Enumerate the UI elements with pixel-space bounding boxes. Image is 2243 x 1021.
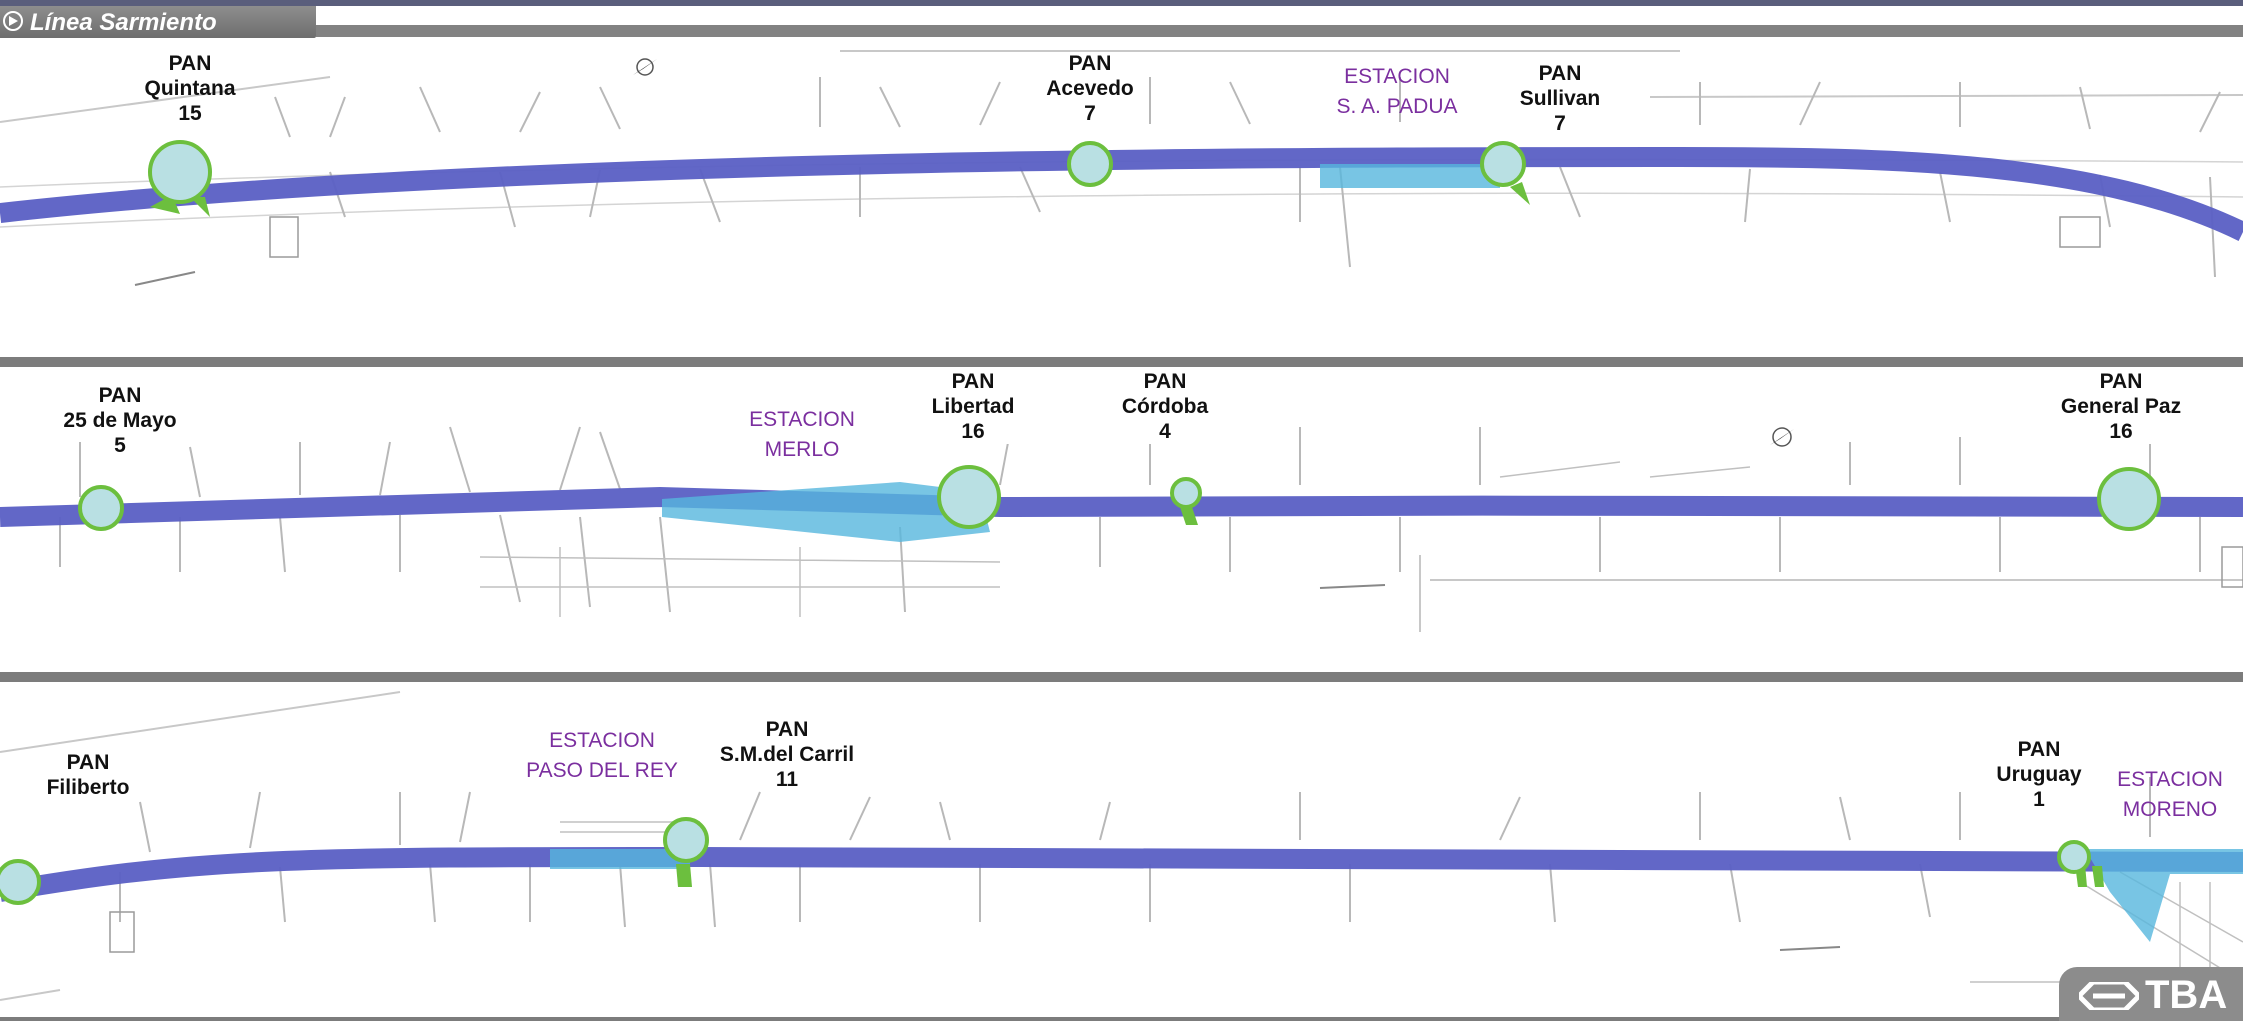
crossing-label-cordoba: PAN Córdoba 4 <box>1107 369 1223 444</box>
crossing-label-sm-del-carril: PAN S.M.del Carril 11 <box>719 718 855 791</box>
crossing-label-sullivan: PAN Sullivan 7 <box>1519 62 1601 135</box>
station-label-paso-del-rey: ESTACION PASO DEL REY <box>526 729 678 782</box>
crossing-label-acevedo: PAN Acevedo 7 <box>1046 52 1134 125</box>
top-bar <box>0 0 2243 6</box>
page-title: Línea Sarmiento <box>30 9 217 36</box>
arrow-right-icon <box>3 11 23 31</box>
map-panel-3 <box>0 691 2243 1002</box>
crossing-label-25-de-mayo: PAN 25 de Mayo 5 <box>63 384 177 457</box>
crossing-label-uruguay: PAN Uruguay 1 <box>1996 738 2082 811</box>
compass-icon <box>633 58 657 76</box>
panel-divider <box>0 672 2243 682</box>
station-label-san-antonio-de-padua: ESTACION S. A. PADUA <box>1336 65 1458 118</box>
crossing-label-filiberto: PAN Filiberto <box>46 751 130 799</box>
tba-logo: TBA <box>2059 967 2243 1021</box>
map-panel-1 <box>0 50 2243 286</box>
footer-rule <box>0 1017 2243 1021</box>
crossing-label-general-paz: PAN General Paz 16 <box>2046 369 2196 444</box>
tba-logo-mark-icon <box>2079 982 2139 1010</box>
map-panel-2 <box>0 426 2243 632</box>
panel-divider <box>0 357 2243 367</box>
station-label-moreno: ESTACION MORENO <box>2117 768 2223 821</box>
tba-logo-text: TBA <box>2145 973 2228 1017</box>
compass-icon <box>1770 427 1794 447</box>
station-label-merlo: ESTACION MERLO <box>749 408 855 461</box>
header-rule <box>316 25 2243 37</box>
crossing-label-quintana: PAN Quintana 15 <box>144 52 236 125</box>
crossing-label-libertad: PAN Libertad 16 <box>917 369 1029 444</box>
title-tab: Línea Sarmiento <box>0 6 316 38</box>
